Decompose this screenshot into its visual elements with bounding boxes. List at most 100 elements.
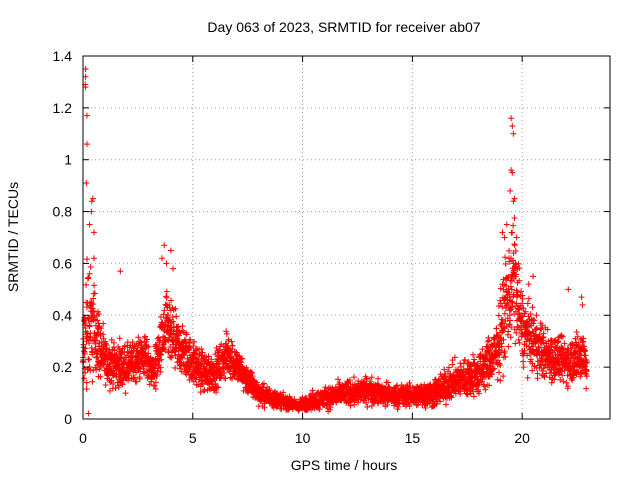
data-point xyxy=(90,295,97,302)
data-point xyxy=(216,360,223,367)
data-point xyxy=(554,339,561,346)
data-point xyxy=(175,332,182,339)
data-point xyxy=(500,325,507,332)
data-point xyxy=(266,385,273,392)
data-point xyxy=(106,361,113,368)
data-point xyxy=(87,367,94,374)
data-point xyxy=(446,364,453,371)
data-point xyxy=(513,271,520,278)
data-point xyxy=(511,242,518,249)
grid-lines xyxy=(83,56,610,419)
data-point xyxy=(89,378,96,385)
data-point xyxy=(213,389,220,396)
data-point xyxy=(327,404,334,411)
data-point xyxy=(527,356,534,363)
data-point xyxy=(166,317,173,324)
data-point xyxy=(442,401,449,408)
data-point xyxy=(503,221,510,228)
data-point xyxy=(116,335,123,342)
data-point xyxy=(470,393,477,400)
data-point xyxy=(544,326,551,333)
data-point xyxy=(199,349,206,356)
data-point xyxy=(529,304,536,311)
data-point xyxy=(193,382,200,389)
data-point xyxy=(144,336,151,343)
data-point xyxy=(197,389,204,396)
data-point xyxy=(482,386,489,393)
data-point xyxy=(266,387,273,394)
data-point xyxy=(564,383,571,390)
data-point xyxy=(312,393,319,400)
data-point xyxy=(159,255,166,262)
data-point xyxy=(507,283,514,290)
data-point xyxy=(170,318,177,325)
data-point xyxy=(558,332,565,339)
data-point xyxy=(90,255,97,262)
data-point xyxy=(530,330,537,337)
data-points xyxy=(80,65,590,417)
data-point xyxy=(500,286,507,293)
data-point xyxy=(181,337,188,344)
data-point xyxy=(497,377,504,384)
data-point xyxy=(102,340,109,347)
data-point xyxy=(486,363,493,370)
data-point xyxy=(87,263,94,270)
data-point xyxy=(539,322,546,329)
data-point xyxy=(502,254,509,261)
data-point xyxy=(173,313,180,320)
data-point xyxy=(249,373,256,380)
data-point xyxy=(525,281,532,288)
data-point xyxy=(161,346,168,353)
data-point xyxy=(500,354,507,361)
data-point xyxy=(163,260,170,267)
data-point xyxy=(83,304,90,311)
data-point xyxy=(496,369,503,376)
data-point xyxy=(89,195,96,202)
data-point xyxy=(501,348,508,355)
data-point xyxy=(83,256,90,263)
data-point xyxy=(83,180,90,187)
data-point xyxy=(510,130,517,137)
data-point xyxy=(122,390,129,397)
data-point xyxy=(567,358,574,365)
data-point xyxy=(526,329,533,336)
data-point xyxy=(516,277,523,284)
data-point xyxy=(510,198,517,205)
data-point xyxy=(520,305,527,312)
data-point xyxy=(448,375,455,382)
data-point xyxy=(404,400,411,407)
data-point xyxy=(86,340,93,347)
data-point xyxy=(83,141,90,148)
data-point xyxy=(198,352,205,359)
data-point xyxy=(175,323,182,330)
data-point xyxy=(239,355,246,362)
data-point xyxy=(249,370,256,377)
data-point xyxy=(511,195,518,202)
data-point xyxy=(84,299,91,306)
data-point xyxy=(187,336,194,343)
data-point xyxy=(500,373,507,380)
data-point xyxy=(510,260,517,267)
data-point xyxy=(82,65,89,72)
chart-title: Day 063 of 2023, SRMTID for receiver ab0… xyxy=(207,19,480,35)
data-point xyxy=(228,338,235,345)
data-point xyxy=(406,403,413,410)
data-point xyxy=(521,347,528,354)
data-point xyxy=(364,403,371,410)
data-point xyxy=(98,325,105,332)
data-point xyxy=(142,333,149,340)
data-point xyxy=(167,331,174,338)
data-point xyxy=(220,366,227,373)
data-point xyxy=(227,374,234,381)
data-point xyxy=(157,351,164,358)
data-point xyxy=(534,370,541,377)
data-point xyxy=(491,336,498,343)
data-point xyxy=(82,320,89,327)
data-point xyxy=(225,337,232,344)
data-point xyxy=(481,383,488,390)
data-point xyxy=(448,394,455,401)
data-point xyxy=(347,402,354,409)
data-point xyxy=(508,167,515,174)
data-point xyxy=(88,208,95,215)
data-point xyxy=(451,354,458,361)
